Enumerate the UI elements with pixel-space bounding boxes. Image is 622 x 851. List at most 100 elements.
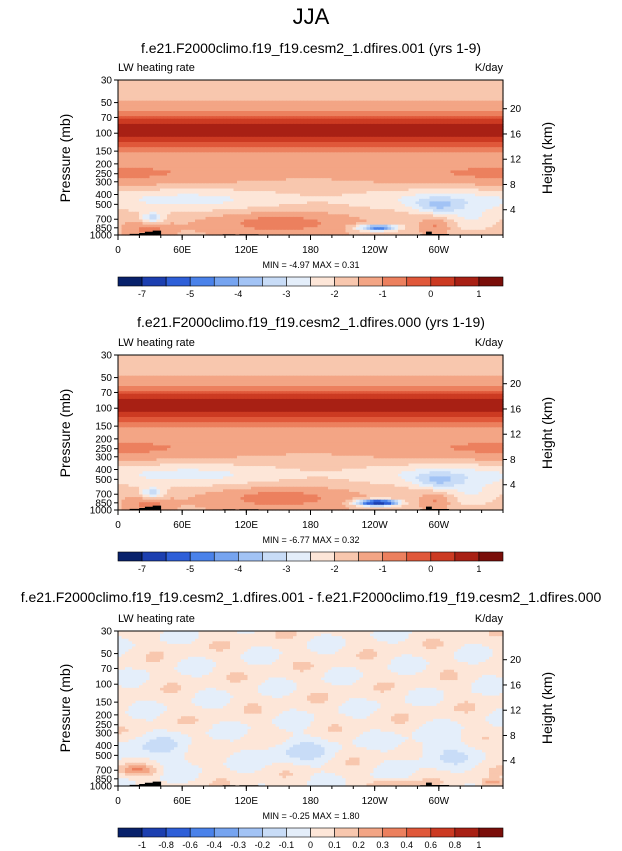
contour-cell <box>426 118 431 122</box>
contour-cell <box>195 134 200 138</box>
contour-cell <box>149 131 154 135</box>
contour-cell <box>205 157 210 161</box>
contour-cell <box>356 87 361 91</box>
contour-cell <box>261 111 266 115</box>
contour-cell <box>356 160 361 164</box>
contour-cell <box>118 131 123 135</box>
contour-cell <box>447 92 452 97</box>
contour-cell <box>398 87 403 91</box>
contour-cell <box>268 165 273 169</box>
contour-cell <box>121 183 126 187</box>
contour-cell <box>478 116 483 120</box>
contour-cell <box>387 90 392 94</box>
contour-cell <box>422 100 427 104</box>
contour-cell <box>328 121 333 125</box>
contour-cell <box>352 129 357 133</box>
contour-cell <box>349 111 354 115</box>
contour-cell <box>251 142 256 146</box>
contour-cell <box>219 139 224 143</box>
contour-cell <box>261 157 266 161</box>
contour-cell <box>121 188 126 192</box>
contour-cell <box>461 131 466 135</box>
contour-cell <box>212 196 217 200</box>
contour-cell <box>440 90 445 94</box>
contour-cell <box>440 170 445 174</box>
contour-cell <box>429 105 434 110</box>
contour-cell <box>471 95 476 99</box>
contour-cell <box>149 126 154 130</box>
contour-cell <box>349 139 354 143</box>
contour-cell <box>223 149 228 153</box>
contour-cell <box>394 152 399 156</box>
contour-cell <box>149 154 154 159</box>
contour-cell <box>359 126 364 130</box>
contour-cell <box>450 92 455 97</box>
contour-cell <box>146 173 151 177</box>
contour-cell <box>377 98 382 102</box>
contour-cell <box>464 111 469 115</box>
contour-cell <box>391 175 396 179</box>
contour-cell <box>233 191 238 195</box>
contour-cell <box>366 193 371 197</box>
contour-cell <box>419 103 424 107</box>
contour-cell <box>209 85 214 89</box>
contour-cell <box>212 100 217 104</box>
contour-cell <box>471 129 476 133</box>
contour-cell <box>191 126 196 130</box>
contour-cell <box>223 193 228 197</box>
contour-cell <box>468 162 473 166</box>
contour-cell <box>489 118 494 122</box>
contour-cell <box>454 118 459 122</box>
contour-cell <box>174 111 179 115</box>
contour-cell <box>391 103 396 107</box>
contour-cell <box>429 142 434 146</box>
contour-cell <box>422 131 427 135</box>
contour-cell <box>387 144 392 148</box>
contour-cell <box>412 185 417 190</box>
contour-cell <box>366 134 371 138</box>
contour-cell <box>363 103 368 107</box>
contour-cell <box>492 142 497 146</box>
contour-cell <box>223 152 228 156</box>
contour-cell <box>226 111 231 115</box>
contour-cell <box>251 175 256 179</box>
contour-cell <box>321 126 326 130</box>
contour-cell <box>191 160 196 164</box>
contour-cell <box>293 113 298 117</box>
contour-cell <box>216 80 221 84</box>
contour-cell <box>205 118 210 122</box>
contour-cell <box>149 136 154 141</box>
contour-cell <box>471 144 476 148</box>
contour-cell <box>247 170 252 174</box>
contour-cell <box>174 154 179 159</box>
contour-cell <box>303 178 308 182</box>
contour-cell <box>265 118 270 122</box>
contour-cell <box>475 157 480 161</box>
contour-cell <box>412 175 417 179</box>
contour-cell <box>317 165 322 169</box>
contour-cell <box>135 185 140 190</box>
contour-cell <box>307 178 312 182</box>
contour-cell <box>471 113 476 117</box>
contour-cell <box>226 98 231 102</box>
contour-cell <box>149 134 154 138</box>
contour-cell <box>188 178 193 182</box>
contour-cell <box>258 152 263 156</box>
contour-cell <box>181 196 186 200</box>
contour-cell <box>303 116 308 120</box>
contour-cell <box>335 116 340 120</box>
contour-cell <box>230 118 235 122</box>
contour-cell <box>230 152 235 156</box>
contour-cell <box>398 175 403 179</box>
contour-cell <box>149 144 154 148</box>
contour-cell <box>447 144 452 148</box>
contour-cell <box>450 82 455 86</box>
contour-cell <box>345 82 350 86</box>
contour-cell <box>258 139 263 143</box>
contour-cell <box>160 139 165 143</box>
contour-cell <box>356 165 361 169</box>
contour-cell <box>356 80 361 84</box>
contour-cell <box>247 165 252 169</box>
contour-cell <box>233 121 238 125</box>
contour-cell <box>370 175 375 179</box>
